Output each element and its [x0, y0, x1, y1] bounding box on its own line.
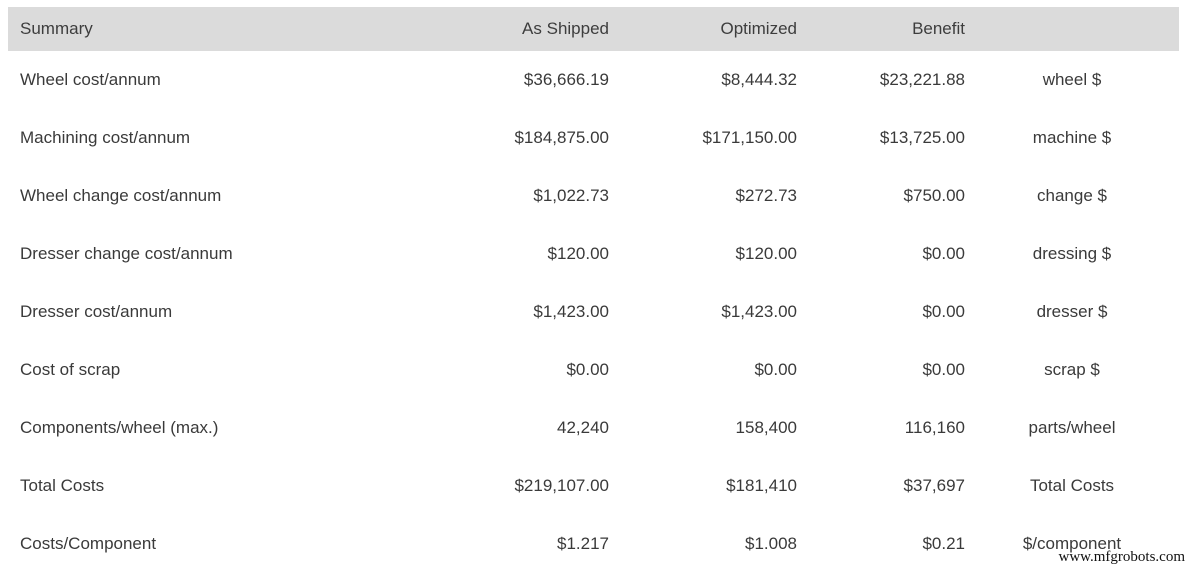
header-unit [965, 7, 1179, 51]
table-row: Machining cost/annum $184,875.00 $171,15… [8, 109, 1179, 167]
benefit-value: $750.00 [797, 167, 965, 225]
benefit-value: $0.00 [797, 283, 965, 341]
benefit-value: $0.00 [797, 225, 965, 283]
as-shipped-value: 42,240 [400, 399, 609, 457]
table-row: Total Costs $219,107.00 $181,410 $37,697… [8, 457, 1179, 515]
as-shipped-value: $184,875.00 [400, 109, 609, 167]
unit-label: machine $ [965, 109, 1179, 167]
unit-label: dressing $ [965, 225, 1179, 283]
unit-label: dresser $ [965, 283, 1179, 341]
table-row: Cost of scrap $0.00 $0.00 $0.00 scrap $ [8, 341, 1179, 399]
table-header-row: Summary As Shipped Optimized Benefit [8, 7, 1179, 51]
as-shipped-value: $1,022.73 [400, 167, 609, 225]
benefit-value: $37,697 [797, 457, 965, 515]
as-shipped-value: $36,666.19 [400, 51, 609, 109]
benefit-value: $13,725.00 [797, 109, 965, 167]
header-as-shipped: As Shipped [400, 7, 609, 51]
as-shipped-value: $219,107.00 [400, 457, 609, 515]
unit-label: Total Costs [965, 457, 1179, 515]
benefit-value: $23,221.88 [797, 51, 965, 109]
unit-label: wheel $ [965, 51, 1179, 109]
as-shipped-value: $1.217 [400, 515, 609, 569]
row-label: Components/wheel (max.) [8, 399, 400, 457]
unit-label: parts/wheel [965, 399, 1179, 457]
optimized-value: $171,150.00 [609, 109, 797, 167]
as-shipped-value: $1,423.00 [400, 283, 609, 341]
table-row: Dresser change cost/annum $120.00 $120.0… [8, 225, 1179, 283]
unit-label: scrap $ [965, 341, 1179, 399]
optimized-value: $120.00 [609, 225, 797, 283]
optimized-value: $181,410 [609, 457, 797, 515]
row-label: Cost of scrap [8, 341, 400, 399]
unit-label: $/component [965, 515, 1179, 569]
row-label: Wheel cost/annum [8, 51, 400, 109]
row-label: Dresser change cost/annum [8, 225, 400, 283]
row-label: Dresser cost/annum [8, 283, 400, 341]
row-label: Costs/Component [8, 515, 400, 569]
optimized-value: $272.73 [609, 167, 797, 225]
row-label: Total Costs [8, 457, 400, 515]
header-benefit: Benefit [797, 7, 965, 51]
cost-summary-table: Summary As Shipped Optimized Benefit Whe… [8, 7, 1179, 569]
benefit-value: 116,160 [797, 399, 965, 457]
optimized-value: 158,400 [609, 399, 797, 457]
header-summary: Summary [8, 7, 400, 51]
table-row: Wheel cost/annum $36,666.19 $8,444.32 $2… [8, 51, 1179, 109]
optimized-value: $1,423.00 [609, 283, 797, 341]
table-row: Costs/Component $1.217 $1.008 $0.21 $/co… [8, 515, 1179, 569]
as-shipped-value: $0.00 [400, 341, 609, 399]
as-shipped-value: $120.00 [400, 225, 609, 283]
watermark-text: www.mfgrobots.com [1058, 549, 1185, 565]
optimized-value: $0.00 [609, 341, 797, 399]
table-row: Dresser cost/annum $1,423.00 $1,423.00 $… [8, 283, 1179, 341]
optimized-value: $1.008 [609, 515, 797, 569]
row-label: Machining cost/annum [8, 109, 400, 167]
benefit-value: $0.00 [797, 341, 965, 399]
table-row: Components/wheel (max.) 42,240 158,400 1… [8, 399, 1179, 457]
header-optimized: Optimized [609, 7, 797, 51]
unit-label: change $ [965, 167, 1179, 225]
table-row: Wheel change cost/annum $1,022.73 $272.7… [8, 167, 1179, 225]
optimized-value: $8,444.32 [609, 51, 797, 109]
benefit-value: $0.21 [797, 515, 965, 569]
row-label: Wheel change cost/annum [8, 167, 400, 225]
